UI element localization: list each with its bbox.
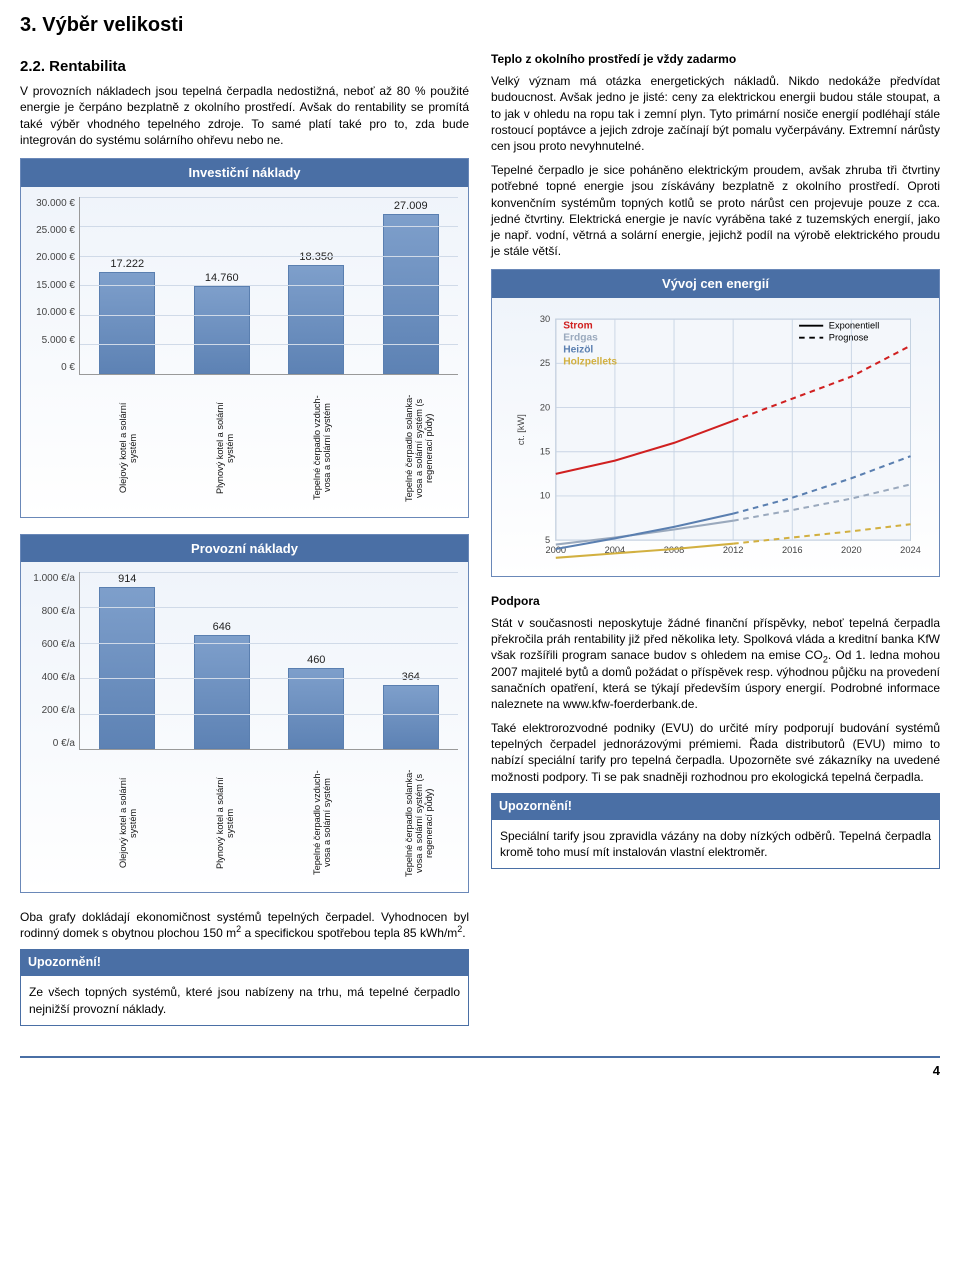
- investment-cost-chart: Investiční náklady 30.000 € 25.000 € 20.00…: [20, 158, 469, 518]
- svg-text:ct. [kW]: ct. [kW]: [516, 414, 526, 445]
- plot-area: 17.22214.76018.35027.009: [79, 197, 458, 375]
- bar-value-label: 27.009: [394, 199, 428, 214]
- y-tick: 20.000 €: [36, 251, 75, 265]
- right-para-1: Velký význam má otázka energetických nák…: [491, 73, 940, 154]
- y-tick: 10.000 €: [36, 306, 75, 320]
- headline: Teplo z okolního prostředí je vždy zadar…: [491, 51, 940, 67]
- category-label: Plynový kotel a solární systém: [215, 393, 235, 503]
- chart-title: Vývoj cen energií: [492, 270, 939, 298]
- bar-value-label: 460: [307, 653, 325, 668]
- svg-text:2020: 2020: [841, 545, 862, 555]
- svg-text:Holzpellets: Holzpellets: [563, 356, 617, 367]
- y-tick: 0 €: [61, 361, 75, 375]
- svg-text:20: 20: [540, 402, 550, 412]
- bar: 364: [364, 572, 459, 749]
- svg-text:Exponentiell: Exponentiell: [829, 320, 879, 330]
- chart-title: Investiční náklady: [21, 159, 468, 187]
- y-tick: 5.000 €: [42, 334, 75, 348]
- chart-title: Provozní náklady: [21, 535, 468, 563]
- y-tick: 15.000 €: [36, 279, 75, 293]
- bar: 646: [175, 572, 270, 749]
- notice-body: Ze všech topných systémů, které jsou nab…: [20, 976, 469, 1025]
- svg-text:Prognose: Prognose: [829, 332, 869, 342]
- section-title-rentabilita: 2.2. Rentabilita: [20, 57, 469, 77]
- right-para-2: Tepelné čerpadlo je sice poháněno elektr…: [491, 162, 940, 259]
- page-title: 3. Výběr velikosti: [20, 12, 940, 39]
- bar-value-label: 18.350: [299, 250, 333, 265]
- line-chart-svg: 302520151052000200420082012201620202024c…: [500, 308, 931, 568]
- bar-value-label: 364: [402, 670, 420, 685]
- svg-text:10: 10: [540, 491, 550, 501]
- category-labels: Olejový kotel a solární systém Plynový ko…: [21, 393, 468, 511]
- footer-rule: [20, 1056, 940, 1058]
- support-para-2: Také elektrorozvodné podniky (EVU) do ur…: [491, 720, 940, 785]
- category-label: Tepelné čerpadlo solanka-vosa a solární …: [404, 768, 434, 878]
- category-label: Tepelné čerpadlo vzduch-vosa a solární s…: [312, 393, 332, 503]
- svg-text:Erdgas: Erdgas: [563, 332, 598, 343]
- category-label: Olejový kotel a solární systém: [118, 768, 138, 878]
- support-para-1: Stát v současnosti neposkytuje žádné fin…: [491, 615, 940, 712]
- right-column: Teplo z okolního prostředí je vždy zadar…: [491, 51, 940, 1038]
- y-axis: 30.000 € 25.000 € 20.000 € 15.000 € 10.000 €…: [21, 193, 79, 393]
- svg-text:Strom: Strom: [563, 320, 592, 331]
- svg-text:Heizöl: Heizöl: [563, 344, 593, 355]
- left-column: 2.2. Rentabilita V provozních nákladech …: [20, 51, 469, 1038]
- y-axis: 1.000 €/a 800 €/a 600 €/a 400 €/a 200 €/a 0 €…: [21, 568, 79, 768]
- y-tick: 1.000 €/a: [33, 572, 75, 586]
- y-tick: 600 €/a: [42, 638, 75, 652]
- notice-header: Upozornění!: [20, 949, 469, 976]
- category-label: Tepelné čerpadlo solanka-vosa a solární …: [404, 393, 434, 503]
- svg-text:5: 5: [545, 535, 550, 545]
- svg-text:2000: 2000: [545, 545, 566, 555]
- svg-text:15: 15: [540, 446, 550, 456]
- y-tick: 800 €/a: [42, 605, 75, 619]
- energy-price-chart: Vývoj cen energií 3025201510520002004200…: [491, 269, 940, 577]
- category-label: Plynový kotel a solární systém: [215, 768, 235, 878]
- svg-text:2012: 2012: [723, 545, 744, 555]
- two-column-layout: 2.2. Rentabilita V provozních nákladech …: [20, 51, 940, 1038]
- text: .: [462, 926, 465, 940]
- category-labels: Olejový kotel a solární systém Plynový ko…: [21, 768, 468, 886]
- category-label: Olejový kotel a solární systém: [118, 393, 138, 503]
- bar-value-label: 914: [118, 572, 136, 587]
- y-tick: 200 €/a: [42, 704, 75, 718]
- support-title: Podpora: [491, 593, 940, 609]
- y-tick: 400 €/a: [42, 671, 75, 685]
- y-tick: 0 €/a: [53, 737, 75, 751]
- y-tick: 30.000 €: [36, 197, 75, 211]
- notice-body: Speciální tarify jsou zpravidla vázány n…: [491, 820, 940, 869]
- page-number: 4: [20, 1062, 940, 1080]
- conclusion-paragraph: Oba grafy dokládají ekonomičnost systémů…: [20, 909, 469, 941]
- operating-cost-chart: Provozní náklady 1.000 €/a 800 €/a 600 €/a…: [20, 534, 469, 894]
- svg-text:2016: 2016: [782, 545, 803, 555]
- svg-text:2024: 2024: [900, 545, 921, 555]
- svg-text:25: 25: [540, 358, 550, 368]
- text: a specifickou spotřebou tepla 85 kWh/m: [241, 926, 457, 940]
- y-tick: 25.000 €: [36, 224, 75, 238]
- bar-value-label: 646: [213, 620, 231, 635]
- notice-header: Upozornění!: [491, 793, 940, 820]
- svg-text:30: 30: [540, 314, 550, 324]
- bar-value-label: 17.222: [110, 257, 144, 272]
- intro-paragraph: V provozních nákladech jsou tepelná čerp…: [20, 83, 469, 148]
- bar: 914: [80, 572, 175, 749]
- plot-area: 914 646 460 364: [79, 572, 458, 750]
- category-label: Tepelné čerpadlo vzduch-vosa a solární s…: [312, 768, 332, 878]
- bar: 460: [269, 572, 364, 749]
